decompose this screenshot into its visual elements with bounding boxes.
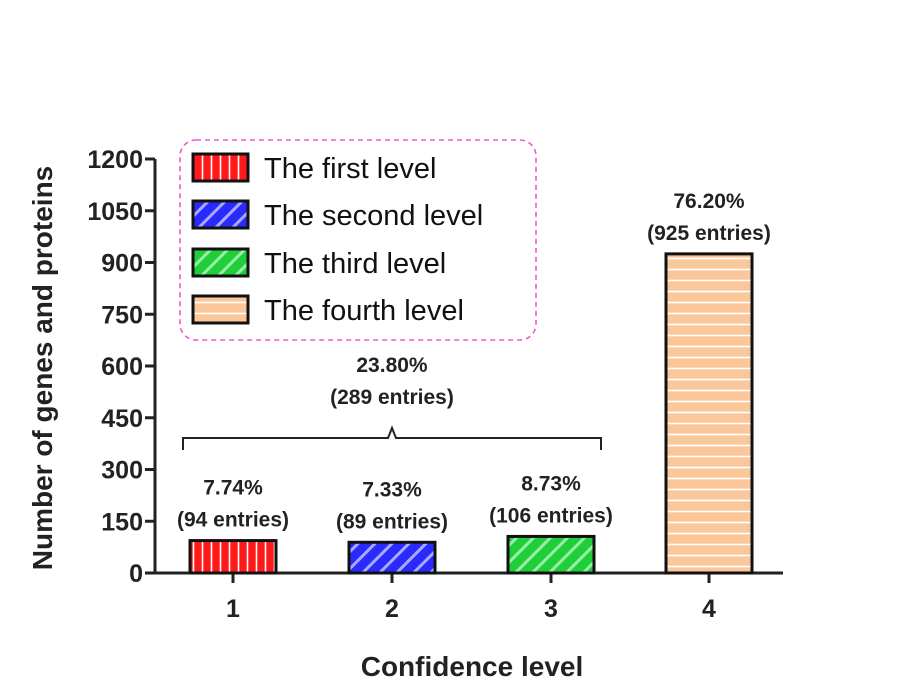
- legend-label-third: The third level: [264, 248, 446, 280]
- data-label-percent: 7.74%: [203, 477, 263, 500]
- data-label-percent: 8.73%: [521, 472, 581, 495]
- legend-swatch-fourth: [191, 294, 250, 325]
- legend-swatch-second: [191, 199, 250, 230]
- bar-3: [506, 534, 596, 575]
- data-label-entries: (89 entries): [336, 510, 448, 533]
- legend-label-second: The second level: [264, 200, 483, 232]
- group-bracket-annotation: 23.80% (289 entries): [182, 354, 602, 450]
- group-entries-label: (289 entries): [330, 386, 454, 409]
- data-label-entries: (106 entries): [489, 504, 613, 527]
- y-axis-title: Number of genes and proteins: [27, 166, 58, 571]
- data-label-percent: 76.20%: [673, 190, 745, 213]
- y-tick-label: 900: [101, 250, 143, 278]
- y-axis: 0 150 300 450 600 750 900 1050 1200: [87, 146, 157, 588]
- legend-box: [179, 139, 537, 341]
- x-axis-title: Confidence level: [361, 651, 584, 682]
- legend-label-fourth: The fourth level: [264, 295, 464, 327]
- legend-item-third: The third level: [191, 247, 446, 280]
- legend: The first level The second level The thi…: [179, 139, 537, 341]
- bar-4: [664, 252, 754, 575]
- data-label-entries: (925 entries): [647, 222, 771, 245]
- y-tick-label: 450: [101, 405, 143, 433]
- legend-item-second: The second level: [191, 199, 483, 232]
- legend-item-first: The first level: [191, 152, 436, 185]
- legend-item-fourth: The fourth level: [191, 294, 464, 327]
- group-percent-label: 23.80%: [356, 354, 428, 377]
- bar-2: [347, 540, 437, 575]
- y-tick-label: 300: [101, 457, 143, 485]
- legend-swatch-first: [191, 152, 250, 183]
- x-tick-label: 1: [226, 595, 240, 623]
- legend-label-first: The first level: [264, 153, 436, 185]
- y-tick-label: 1050: [87, 198, 143, 226]
- data-label-percent: 7.33%: [362, 478, 422, 501]
- x-tick-label: 2: [385, 595, 399, 623]
- x-axis: 1 2 3 4: [155, 571, 783, 623]
- legend-swatch-third: [191, 247, 250, 278]
- y-tick-label: 600: [101, 353, 143, 381]
- y-tick-label: 150: [101, 508, 143, 536]
- data-labels: 7.74% (94 entries) 7.33% (89 entries) 8.73% (…: [177, 190, 771, 533]
- y-tick-label: 1200: [87, 146, 143, 174]
- data-label-entries: (94 entries): [177, 509, 289, 532]
- x-tick-label: 4: [702, 595, 716, 623]
- y-tick-label: 750: [101, 301, 143, 329]
- y-tick-label: 0: [129, 560, 143, 588]
- bar-1: [188, 539, 278, 575]
- group-bracket: [182, 425, 602, 450]
- bars: [188, 252, 754, 575]
- x-tick-label: 3: [544, 595, 558, 623]
